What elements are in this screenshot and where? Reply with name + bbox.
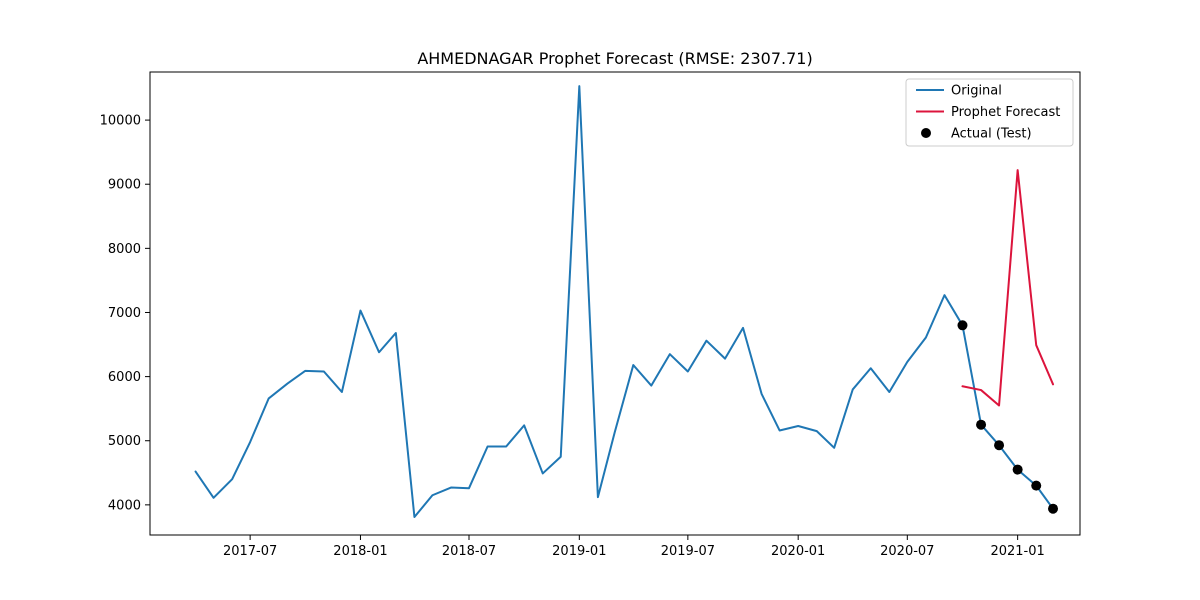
chart-title: AHMEDNAGAR Prophet Forecast (RMSE: 2307.… [417,49,812,68]
legend-box [905,78,1074,147]
data-point-actual-test [1048,503,1059,514]
axes-frame [149,71,1081,536]
x-tick-label: 2017-07 [223,544,277,559]
data-point-actual-test [994,440,1005,451]
x-tick-label: 2020-01 [771,544,825,559]
y-tick-label: 9000 [108,178,141,193]
legend-entry-label: Prophet Forecast [951,105,1060,120]
series-line-original [194,85,1055,519]
x-tick-label: 2021-01 [990,544,1044,559]
y-tick-label: 4000 [108,498,141,513]
y-tick-label: 8000 [108,242,141,257]
data-point-actual-test [1012,464,1023,475]
x-tick-label: 2018-07 [442,544,496,559]
x-tick-label: 2019-07 [661,544,715,559]
legend-entry-label: Actual (Test) [951,127,1032,142]
series-line-prophet-forecast [961,169,1055,407]
x-tick-label: 2018-01 [333,544,387,559]
data-point-actual-test [976,419,987,430]
data-point-actual-test [1031,480,1042,491]
y-tick-label: 7000 [108,306,141,321]
axes: 2017-07 2018-01 2018-07 2019-01 2019-07 2020-… [100,71,1081,559]
legend: Original Prophet Forecast Actual (Test) [905,78,1074,147]
y-tick-label: 6000 [108,370,141,385]
x-tick-label: 2019-01 [552,544,606,559]
y-tick-label: 5000 [108,434,141,449]
legend-entry-label: Original [951,84,1002,99]
y-tick-label: 10000 [100,114,141,129]
plot-area [194,85,1059,519]
data-point-actual-test [957,320,968,331]
legend-swatch-marker [921,128,931,138]
x-tick-label: 2020-07 [880,544,934,559]
